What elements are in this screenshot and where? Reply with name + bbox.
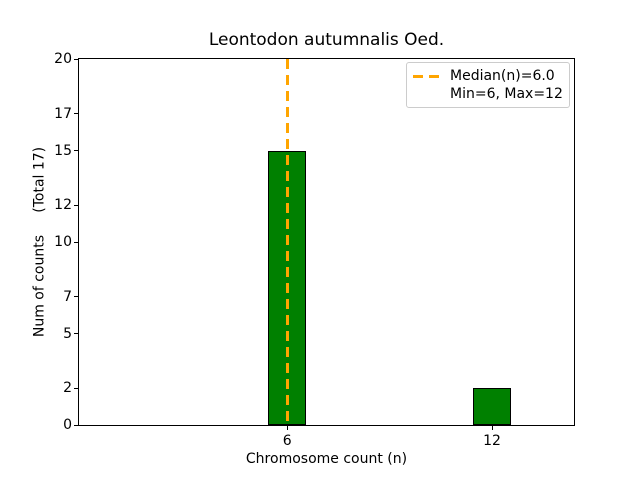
bar-n12 <box>473 388 511 425</box>
x-tick-label-6: 6 <box>282 433 292 449</box>
y-tick-label-20: 20 <box>54 51 72 67</box>
legend-label-minmax: Min=6, Max=12 <box>450 86 563 102</box>
x-axis-label: Chromosome count (n) <box>245 451 408 467</box>
y-tick-20 <box>74 58 78 60</box>
legend-label-median: Median(n)=6.0 <box>450 68 555 84</box>
chart-title: Leontodon autumnalis Oed. <box>208 30 445 50</box>
y-tick-0 <box>74 424 78 426</box>
y-tick-17 <box>74 113 78 115</box>
y-tick-15 <box>74 150 78 151</box>
x-tick-label-12: 12 <box>483 433 501 449</box>
y-tick-label-17: 17 <box>54 105 72 122</box>
y-tick-label-0: 0 <box>63 417 72 433</box>
y-tick-label-5: 5 <box>63 325 72 342</box>
x-tick-6 <box>286 426 288 430</box>
y-tick-7 <box>74 296 78 298</box>
y-tick-2 <box>74 387 78 389</box>
y-tick-12 <box>74 204 78 206</box>
y-tick-label-10: 10 <box>54 234 72 250</box>
plot-area: 0 2 5 7 10 12 15 17 20 6 12 Median(n)=6.0 Min=6, M… <box>54 51 575 449</box>
median-line <box>285 59 289 425</box>
x-tick-12 <box>491 426 493 430</box>
legend-entry-median: Median(n)=6.0 <box>413 67 563 85</box>
y-tick-label-7: 7 <box>63 288 72 305</box>
y-tick-10 <box>74 241 78 243</box>
empty-legend-sample <box>413 93 440 96</box>
y-tick-label-15: 15 <box>54 142 72 159</box>
median-dashed-line-sample-icon <box>413 74 440 78</box>
y-tick-label-12: 12 <box>54 197 72 214</box>
legend-entry-minmax: Min=6, Max=12 <box>413 85 563 103</box>
y-tick-5 <box>74 333 78 334</box>
legend: Median(n)=6.0 Min=6, Max=12 <box>406 62 570 108</box>
y-tick-label-2: 2 <box>63 380 72 397</box>
